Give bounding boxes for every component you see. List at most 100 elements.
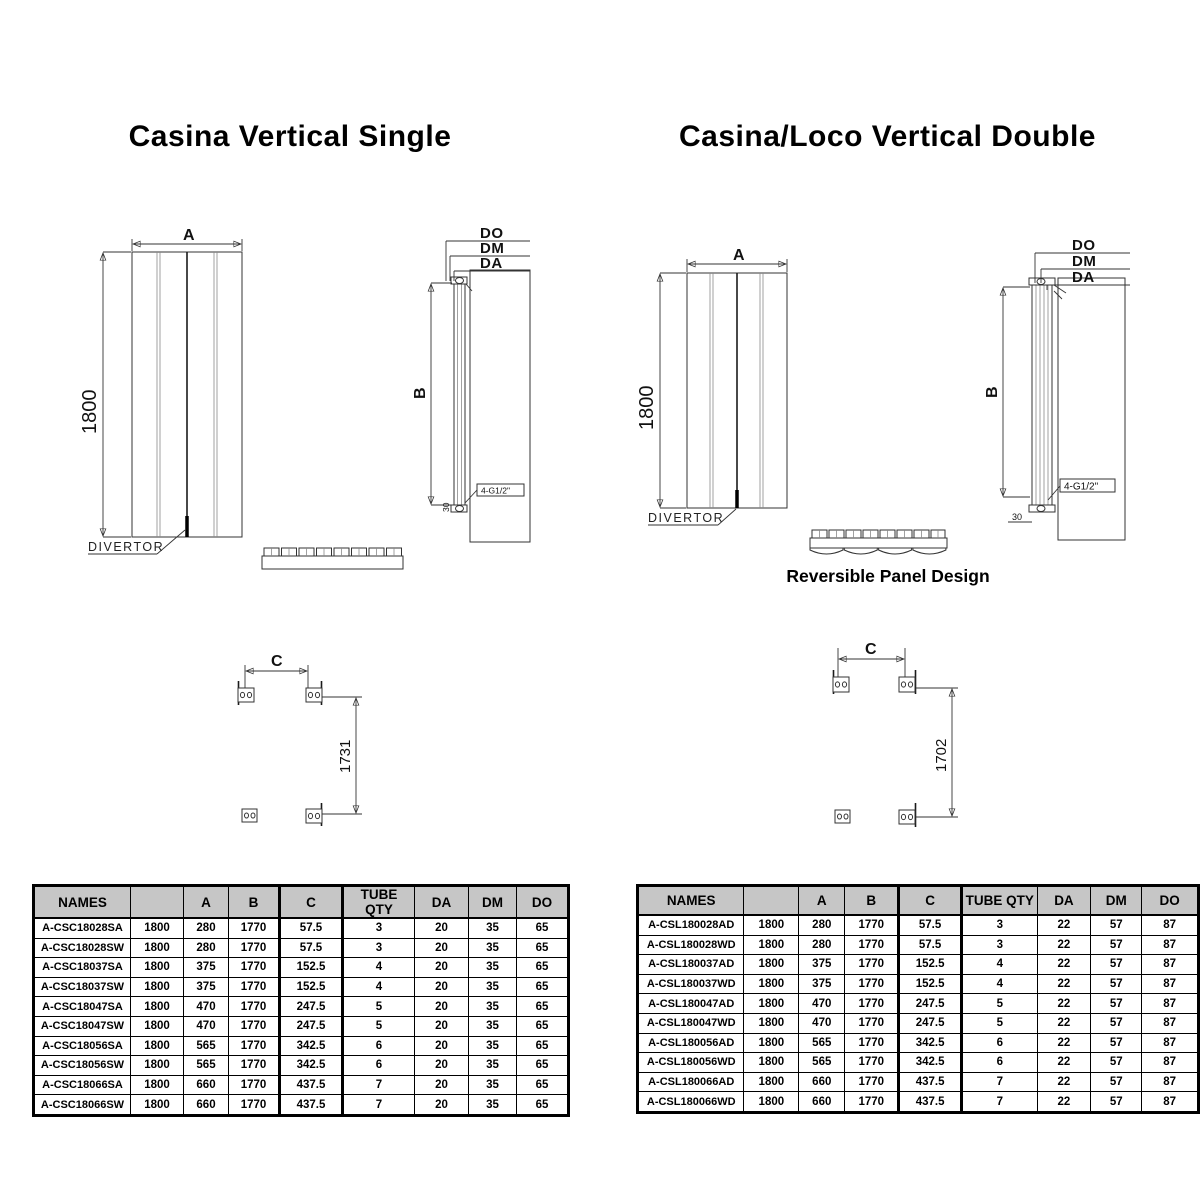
table-cell: 87 [1141,1012,1198,1034]
double-dim-a: A [686,247,788,272]
table-cell: 152.5 [279,957,344,978]
double-drawing: A 1800 DIVERTOR [636,237,1130,555]
table-cell: 1770 [228,1035,281,1057]
single-bracket-layout: C 1731 [237,653,362,826]
do-label: DO [480,225,504,242]
table-cell: A-CSL180056AD [637,1032,745,1054]
double-dim-b: B [984,286,1030,498]
table-cell: A-CSC18066SA [34,1074,131,1096]
table-cell: 6 [960,1052,1038,1073]
table-cell: 470 [798,1012,846,1034]
table-cell: A-CSC18047SW [34,1015,131,1037]
table-cell: 22 [1036,1012,1092,1034]
table-row: A-CSL180066WD 1800 660 1770 437.5 7 22 57 87 [637,1091,1198,1112]
table-cell: 35 [468,1094,517,1115]
column-header: A [183,886,229,919]
table-cell: 3 [342,937,415,959]
divertor-label: DIVERTOR [648,511,724,525]
single-dim-c: C [244,653,309,690]
dim-a-label: A [733,247,745,264]
table-cell: 57 [1090,914,1143,936]
column-header: DO [516,886,568,919]
table-cell: 3 [960,914,1038,936]
table-row: A-CSL180037WD 1800 375 1770 152.5 4 22 57 87 [637,973,1198,995]
table-row: A-CSL180066AD 1800 660 1770 437.5 7 22 57 87 [637,1071,1198,1093]
table-cell: 4 [342,976,415,998]
column-header: DM [1090,886,1143,916]
table-cell: 247.5 [279,996,344,1017]
table-cell: 1770 [844,1071,901,1093]
table-cell: 20 [414,957,469,978]
table-cell: 22 [1036,914,1092,936]
table-cell: 5 [960,993,1038,1014]
table-cell: 57 [1090,1052,1143,1073]
table-cell: 1770 [228,996,281,1017]
table-cell: 470 [183,996,229,1017]
table-cell: 57 [1090,1091,1143,1112]
table-cell: 375 [183,957,229,978]
table-cell: 65 [516,1055,568,1076]
offset-label: 30 [1012,512,1022,522]
table-cell: 6 [342,1035,415,1057]
table-cell: 375 [798,954,846,975]
table-cell: 57 [1090,954,1143,975]
table-cell: 22 [1036,1052,1092,1073]
table-cell: A-CSC18056SW [34,1055,131,1076]
table-row: A-CSL180028WD 1800 280 1770 57.5 3 22 57 87 [637,934,1198,956]
table-cell: 660 [183,1094,229,1115]
table-cell: 437.5 [898,1091,963,1112]
double-side-view [1028,277,1126,541]
table-cell: 1800 [130,1015,184,1037]
bracket-height-label: 1702 [933,739,950,772]
table-cell: 35 [468,1074,517,1096]
table-cell: 20 [414,1035,469,1057]
table-cell: 6 [342,1055,415,1076]
column-header: B [228,886,281,919]
header-row: NAMES A B C TUBE QTY DA DM DO [637,886,1198,916]
single-dim-a: A [131,227,243,251]
table-cell: 65 [516,976,568,998]
table-row: A-CSC18047SA 1800 470 1770 247.5 5 20 35 65 [34,996,568,1017]
single-side-view [450,269,531,543]
table-cell: 342.5 [898,1052,963,1073]
table-cell: A-CSC18028SW [34,937,131,959]
table-row: A-CSC18037SA 1800 375 1770 152.5 4 20 35 65 [34,957,568,978]
table-cell: 35 [468,917,517,939]
table-cell: 4 [960,954,1038,975]
table-cell: 565 [183,1055,229,1076]
dim-b-label: B [412,387,429,399]
table-row: A-CSL180037AD 1800 375 1770 152.5 4 22 57 87 [637,954,1198,975]
table-cell: 1800 [743,993,800,1014]
table-cell: 342.5 [898,1032,963,1054]
table-cell: 20 [414,1055,469,1076]
table-cell: 152.5 [898,954,963,975]
table-cell: 22 [1036,934,1092,956]
column-header: DA [1036,886,1092,916]
table-cell: 1800 [743,1012,800,1034]
table-cell: 1770 [844,1012,901,1034]
table-row: A-CSC18028SA 1800 280 1770 57.5 3 20 35 65 [34,917,568,939]
double-divertor-callout: DIVERTOR [648,508,737,526]
dim-c-label: C [865,641,877,658]
table-row: A-CSC18028SW 1800 280 1770 57.5 3 20 35 65 [34,937,568,959]
height-label: 1800 [79,390,101,435]
table-cell: 65 [516,937,568,959]
table-cell: 7 [342,1074,415,1096]
brick-wall [469,269,531,543]
table-cell: 20 [414,1094,469,1115]
table-cell: 1770 [844,993,901,1014]
table-cell: 1800 [743,1071,800,1093]
table-cell: A-CSL180028WD [637,934,745,956]
table-cell: 7 [960,1071,1038,1093]
table-cell: 35 [468,1015,517,1037]
wall-brackets [832,670,917,827]
double-dim-bracket-height: 1702 [916,687,958,818]
table-cell: 20 [414,937,469,959]
table-row: A-CSL180047AD 1800 470 1770 247.5 5 22 57 87 [637,993,1198,1014]
table-row: A-CSC18066SW 1800 660 1770 437.5 7 20 35 65 [34,1094,568,1115]
table-cell: 1800 [743,1032,800,1054]
table-cell: 437.5 [898,1071,963,1093]
table-cell: 35 [468,1035,517,1057]
table-cell: 87 [1141,1071,1198,1093]
